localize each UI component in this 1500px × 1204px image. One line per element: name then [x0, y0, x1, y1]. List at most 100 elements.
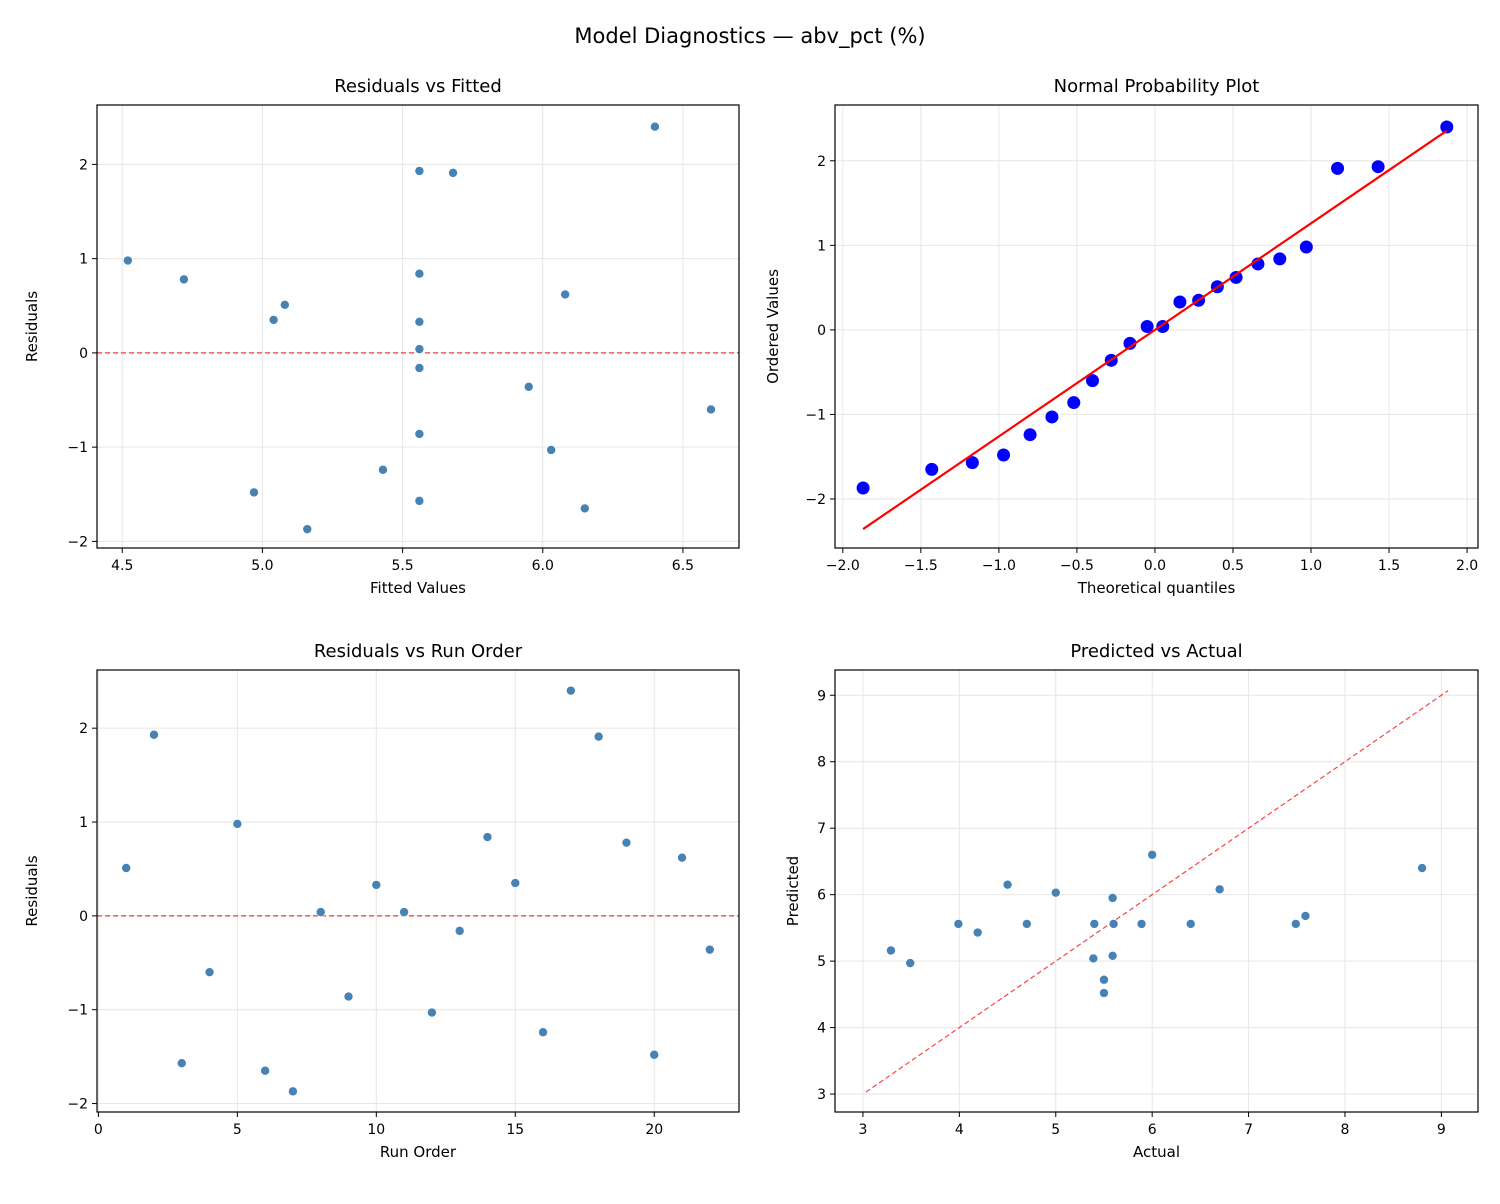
y-axis-label: Ordered Values: [764, 269, 782, 384]
x-tick-label: −1.5: [904, 558, 938, 574]
data-point: [925, 462, 939, 476]
y-tick-label: −2: [805, 492, 826, 508]
data-point: [953, 919, 964, 929]
data-point: [1214, 884, 1225, 895]
y-tick-label: 2: [79, 157, 88, 173]
subplot-title: Residuals vs Fitted: [334, 76, 502, 97]
data-point: [905, 958, 915, 968]
y-axis-label: Residuals: [23, 855, 41, 926]
normal-probability-panel: −2.0 −1.5 −1.0 −0.5 0.0 0.5 1.0 1.5 2.0 −2 −1 0 1 2 No…: [764, 76, 1479, 597]
data-point: [343, 991, 354, 1002]
x-tick-label: 3: [858, 1122, 867, 1138]
y-tick-label: 8: [817, 755, 826, 771]
axes-frame: [834, 669, 1479, 1113]
data-point: [427, 1007, 437, 1018]
x-tick-label: 0.0: [1144, 558, 1166, 574]
x-tick-label: 4: [955, 1122, 964, 1138]
y-tick-label: 4: [817, 1021, 826, 1037]
data-point: [149, 729, 159, 740]
data-point: [1023, 428, 1037, 442]
y-axis-label: Residuals: [23, 291, 41, 362]
x-axis-label: Actual: [1133, 1143, 1180, 1161]
data-point: [1108, 919, 1119, 929]
data-point: [1229, 270, 1243, 284]
data-point: [448, 168, 458, 178]
data-point: [1050, 887, 1061, 898]
x-axis-label: Run Order: [380, 1143, 457, 1161]
data-point: [621, 837, 632, 848]
data-point: [204, 967, 215, 977]
x-tick-label: −2.0: [826, 558, 860, 574]
data-point: [1088, 953, 1099, 964]
figure-title: Model Diagnostics — abv_pct (%): [574, 24, 925, 49]
x-tick-label: 9: [1437, 1122, 1446, 1138]
y-tick-label: −1: [67, 440, 88, 456]
data-point: [1099, 974, 1109, 985]
data-point: [1086, 374, 1100, 388]
x-tick-label: 4.5: [111, 558, 133, 574]
data-point: [482, 832, 493, 842]
qq-fit-line: [862, 129, 1448, 530]
data-point: [414, 363, 425, 373]
data-point: [1022, 919, 1032, 929]
data-point: [650, 121, 660, 132]
y-axis-label: Predicted: [784, 856, 802, 926]
x-tick-label: 15: [506, 1122, 524, 1138]
data-point: [1067, 396, 1081, 410]
data-point: [1299, 240, 1313, 254]
y-tick-label: −2: [67, 1097, 88, 1113]
data-point: [414, 429, 425, 439]
data-point: [1371, 160, 1385, 174]
axes-frame: [834, 104, 1479, 549]
x-axis-label: Theoretical quantiles: [1077, 579, 1236, 597]
data-point: [1300, 911, 1311, 921]
data-point: [1002, 879, 1013, 890]
y-tick-label: 2: [79, 721, 88, 737]
data-point: [399, 907, 409, 917]
data-point: [1140, 320, 1154, 333]
data-point: [538, 1027, 548, 1038]
residuals-vs-fitted-panel: 4.5 5.0 5.5 6.0 6.5 −2 −1 0 1 2 Residuals vs Fitte…: [23, 76, 740, 597]
data-point: [1107, 951, 1118, 961]
data-point: [121, 863, 131, 873]
x-tick-label: −1.0: [982, 558, 1016, 574]
data-point: [593, 731, 604, 742]
data-point: [997, 448, 1011, 462]
y-tick-label: 0: [79, 346, 88, 362]
x-tick-label: 6.0: [532, 558, 554, 574]
x-tick-label: 10: [367, 1122, 385, 1138]
axes-frame: [96, 104, 740, 549]
data-point: [454, 926, 465, 936]
x-tick-label: 5.5: [391, 558, 413, 574]
data-point: [649, 1049, 660, 1060]
x-tick-label: 8: [1341, 1122, 1350, 1138]
data-point: [414, 268, 425, 279]
y-tick-label: 6: [817, 888, 826, 904]
y-tick-label: 1: [79, 252, 88, 268]
x-tick-label: 6: [1148, 1122, 1157, 1138]
data-point: [249, 487, 259, 498]
y-tick-label: −2: [67, 534, 88, 550]
x-tick-label: 5: [233, 1122, 242, 1138]
data-point: [179, 274, 189, 285]
data-point: [1136, 919, 1147, 929]
data-point: [1107, 893, 1118, 903]
data-point: [965, 456, 979, 470]
y-tick-label: 7: [817, 821, 826, 837]
data-point: [1417, 863, 1427, 873]
data-point: [302, 524, 313, 534]
data-point: [1185, 919, 1196, 929]
data-point: [268, 315, 279, 325]
identity-reference-line: [865, 690, 1449, 1093]
data-point: [1273, 252, 1287, 266]
x-tick-label: −0.5: [1060, 558, 1094, 574]
data-point: [705, 944, 715, 955]
data-point: [260, 1065, 270, 1076]
data-point: [371, 880, 382, 890]
y-tick-label: 0: [817, 323, 826, 339]
data-point: [510, 878, 521, 888]
data-point: [280, 300, 290, 310]
data-point: [580, 503, 590, 514]
data-point: [1173, 295, 1187, 309]
